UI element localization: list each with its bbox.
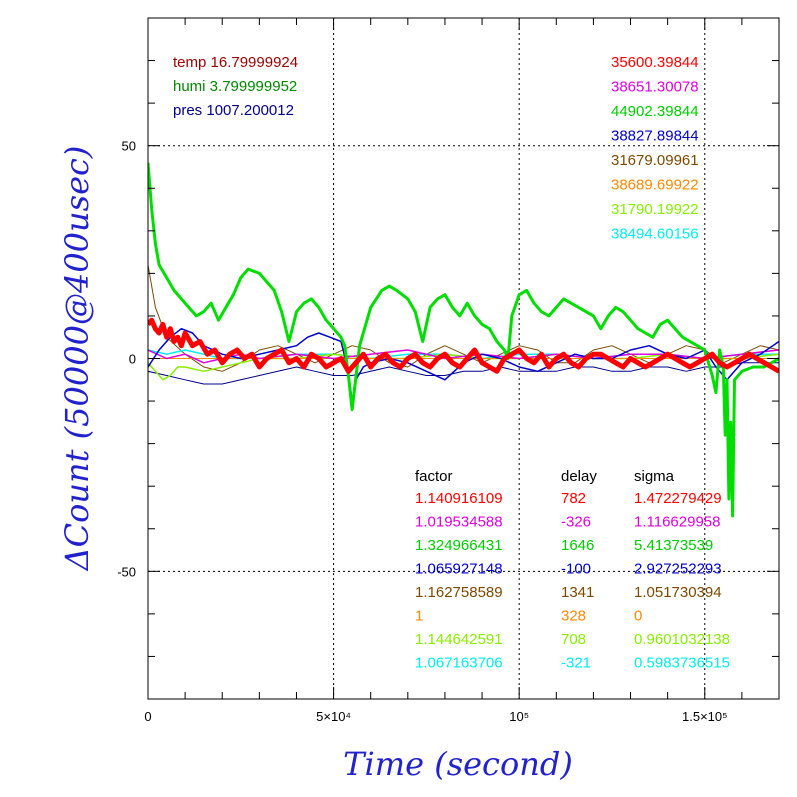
x-tick-label: 1.5×10⁵ <box>682 709 728 724</box>
series-line <box>148 162 779 518</box>
x-tick-label: 5×10⁴ <box>316 709 351 724</box>
y-tick-label: 0 <box>129 352 136 367</box>
table-cell-factor: 1.067163706 <box>415 655 503 672</box>
table-cell-factor: 1 <box>415 608 423 625</box>
table-header: delay <box>561 468 597 485</box>
table-cell-factor: 1.140916109 <box>415 490 503 507</box>
table-cell-delay: 782 <box>561 490 586 507</box>
count-label: 38651.30078 <box>611 79 699 96</box>
count-label: 38689.69922 <box>611 177 699 194</box>
table-cell-sigma: 0.5983736515 <box>634 655 730 672</box>
x-tick-label: 10⁵ <box>509 709 529 724</box>
env-label: humi 3.799999952 <box>173 78 297 95</box>
count-label: 38494.60156 <box>611 226 699 243</box>
table-cell-factor: 1.324966431 <box>415 537 503 554</box>
table-cell-delay: 1341 <box>561 584 594 601</box>
table-cell-factor: 1.144642591 <box>415 631 503 648</box>
y-axis-title: ΔCount (50000@400usec) <box>58 146 96 573</box>
table-cell-factor: 1.162758589 <box>415 584 503 601</box>
series-line <box>148 349 779 364</box>
count-label: 31790.19922 <box>611 201 699 218</box>
count-label: 31679.09961 <box>611 152 699 169</box>
table-header: sigma <box>634 468 675 485</box>
labels: temp 16.79999924 humi 3.799999952 pres 100… <box>173 54 730 672</box>
table-header: factor <box>415 468 453 485</box>
x-axis-title: Time (second) <box>343 745 573 783</box>
table-cell-sigma: 2.927252293 <box>634 561 722 578</box>
series-line <box>148 362 779 385</box>
table-cell-sigma: 0 <box>634 608 642 625</box>
table-cell-factor: 1.019534588 <box>415 514 503 531</box>
table-cell-delay: -100 <box>561 561 591 578</box>
count-label: 44902.39844 <box>611 103 699 120</box>
env-label: temp 16.79999924 <box>173 54 298 71</box>
table-cell-factor: 1.065927148 <box>415 561 503 578</box>
count-label: 38827.89844 <box>611 128 699 145</box>
table-cell-sigma: 5.41373539 <box>634 537 713 554</box>
table-cell-delay: 708 <box>561 631 586 648</box>
table-cell-delay: -321 <box>561 655 591 672</box>
env-label: pres 1007.200012 <box>173 102 294 119</box>
ticks: 0 5×10⁴ 10⁵ 1.5×10⁵ 50 0 -50 <box>117 17 780 724</box>
series-layer <box>148 162 779 518</box>
count-label: 35600.39844 <box>611 54 699 71</box>
table-cell-delay: -326 <box>561 514 591 531</box>
table-cell-sigma: 1.051730394 <box>634 584 722 601</box>
table-cell-delay: 328 <box>561 608 586 625</box>
table-cell-sigma: 0.9601032138 <box>634 631 730 648</box>
y-tick-label: 50 <box>122 139 136 154</box>
y-tick-label: -50 <box>117 564 136 579</box>
table-cell-sigma: 1.116629958 <box>634 514 720 531</box>
series-line <box>148 317 779 374</box>
x-tick-label: 0 <box>144 709 151 724</box>
table-cell-delay: 1646 <box>561 537 594 554</box>
table-cell-sigma: 1.472279429 <box>634 490 722 507</box>
